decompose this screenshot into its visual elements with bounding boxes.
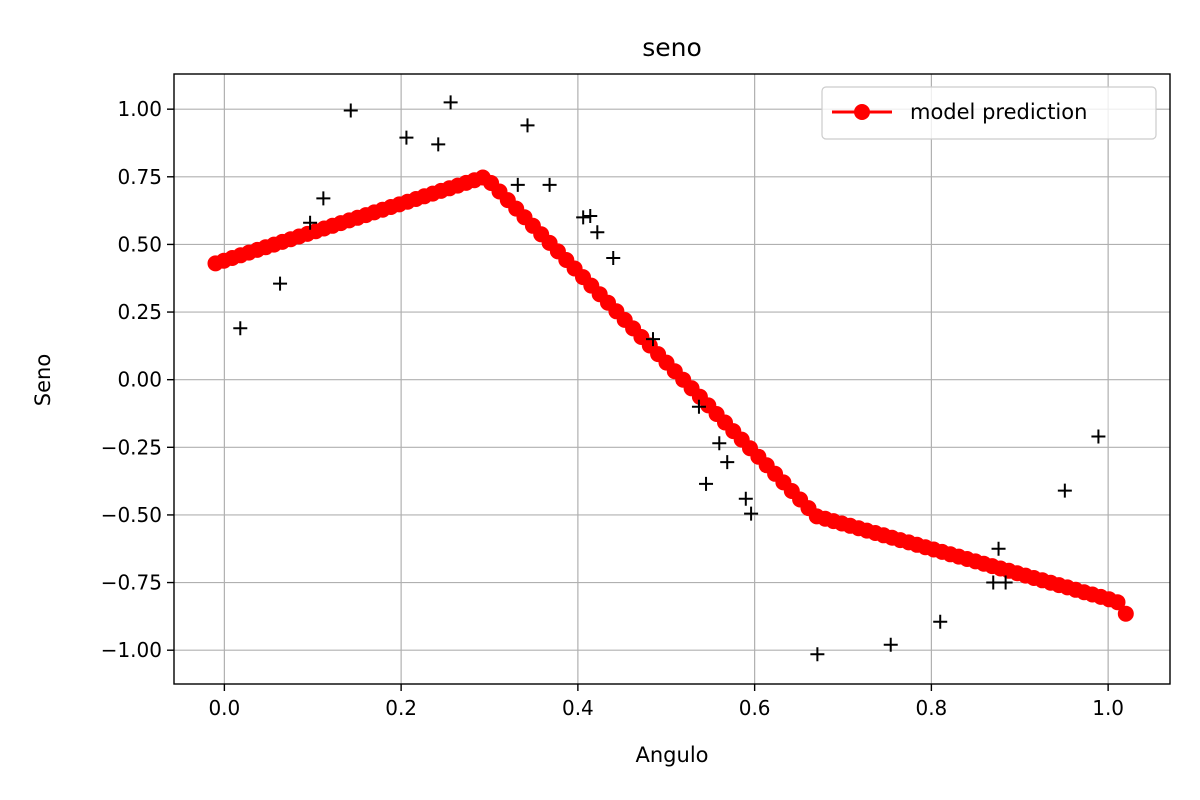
data-point bbox=[431, 137, 446, 152]
data-point bbox=[583, 209, 598, 224]
data-point bbox=[576, 210, 591, 225]
y-tick-label: 0.50 bbox=[117, 232, 162, 256]
data-point bbox=[510, 177, 525, 192]
data-point bbox=[1091, 429, 1106, 444]
data-point bbox=[991, 541, 1006, 556]
data-point bbox=[273, 276, 288, 291]
x-tick-label: 1.0 bbox=[1092, 696, 1124, 720]
legend-marker-icon bbox=[854, 104, 870, 120]
grid bbox=[174, 74, 1170, 684]
data-point bbox=[738, 491, 753, 506]
data-point bbox=[933, 614, 948, 629]
data-point bbox=[1057, 483, 1072, 498]
y-tick-label: −0.75 bbox=[101, 571, 162, 595]
data-point bbox=[810, 647, 825, 662]
y-axis-label: Seno bbox=[31, 354, 55, 406]
data-point bbox=[590, 225, 605, 240]
plot-area bbox=[207, 95, 1134, 662]
legend-box bbox=[821, 86, 1157, 140]
data-point bbox=[691, 399, 706, 414]
data-point bbox=[998, 575, 1013, 590]
y-tick-label: 0.25 bbox=[117, 300, 162, 324]
x-axis-label: Angulo bbox=[636, 743, 709, 767]
data-point bbox=[399, 130, 414, 145]
x-tick-label: 0.2 bbox=[385, 696, 417, 720]
x-tick-label: 0.0 bbox=[208, 696, 240, 720]
data-point bbox=[303, 215, 318, 230]
data-point bbox=[744, 506, 759, 521]
data-point bbox=[233, 321, 248, 336]
x-tick-label: 0.6 bbox=[739, 696, 771, 720]
axis-ticks: 0.0 0.2 0.4 0.6 0.8 1.0 −1.00 −0.75 −0.50 −0.25 0.… bbox=[101, 97, 1124, 720]
axes-frame bbox=[173, 73, 1171, 685]
chart-title: seno bbox=[642, 33, 702, 62]
y-tick-label: 0.00 bbox=[117, 368, 162, 392]
data-point bbox=[699, 476, 714, 491]
data-point bbox=[712, 436, 727, 451]
legend: model prediction bbox=[821, 86, 1157, 140]
legend-label: model prediction bbox=[910, 100, 1087, 124]
data-point bbox=[720, 455, 735, 470]
data-point bbox=[520, 118, 535, 133]
data-point bbox=[343, 103, 358, 118]
prediction-line bbox=[215, 175, 1128, 615]
data-point bbox=[986, 575, 1001, 590]
data-point bbox=[645, 332, 660, 347]
data-point bbox=[316, 191, 331, 206]
data-point bbox=[542, 177, 557, 192]
y-tick-label: 0.75 bbox=[117, 165, 162, 189]
data-point bbox=[443, 95, 458, 110]
y-tick-label: −0.25 bbox=[101, 435, 162, 459]
y-tick-label: −1.00 bbox=[101, 638, 162, 662]
data-point bbox=[883, 637, 898, 652]
data-point bbox=[606, 250, 621, 265]
x-tick-label: 0.8 bbox=[915, 696, 947, 720]
prediction-point bbox=[1109, 594, 1126, 611]
y-tick-label: −0.50 bbox=[101, 503, 162, 527]
prediction-point bbox=[1117, 605, 1134, 622]
x-tick-label: 0.4 bbox=[562, 696, 594, 720]
y-tick-label: 1.00 bbox=[117, 97, 162, 121]
